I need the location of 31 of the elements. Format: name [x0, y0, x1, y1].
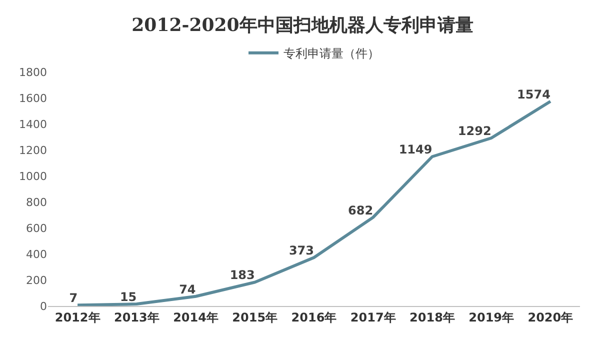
legend-label: 专利申请量（件）	[284, 46, 380, 60]
x-tick-label: 2019年	[468, 310, 514, 324]
x-tick-label: 2020年	[528, 310, 574, 324]
data-label: 373	[288, 244, 314, 258]
data-label: 15	[120, 290, 137, 304]
line-series	[76, 100, 552, 306]
data-label: 7	[69, 291, 78, 306]
x-tick-label: 2012年	[54, 310, 100, 324]
y-tick-label: 1400	[19, 118, 47, 131]
y-tick-label: 800	[26, 196, 47, 209]
y-tick-label: 400	[26, 248, 47, 261]
chart-title: 2012-2020年中国扫地机器人专利申请量	[132, 14, 474, 36]
data-label: 74	[179, 282, 196, 296]
data-label: 682	[348, 203, 374, 218]
x-tick-label: 2017年	[350, 310, 396, 324]
data-label: 1574	[517, 87, 550, 102]
y-tick-label: 1600	[19, 92, 47, 105]
x-tick-label: 2014年	[173, 310, 218, 324]
x-tick-label: 2016年	[291, 310, 337, 324]
y-tick-label: 1000	[19, 170, 47, 183]
y-tick-label: 600	[26, 222, 47, 235]
y-tick-label: 1200	[19, 144, 47, 157]
x-tick-label: 2013年	[114, 310, 160, 324]
y-tick-label: 1800	[19, 66, 47, 79]
data-label: 1149	[398, 142, 432, 157]
x-tick-label: 2018年	[410, 310, 455, 324]
x-tick-label: 2015年	[232, 310, 278, 324]
data-label: 1292	[458, 124, 492, 138]
y-tick-label: 0	[40, 300, 47, 313]
data-label: 183	[230, 268, 255, 282]
y-tick-label: 200	[26, 274, 47, 287]
